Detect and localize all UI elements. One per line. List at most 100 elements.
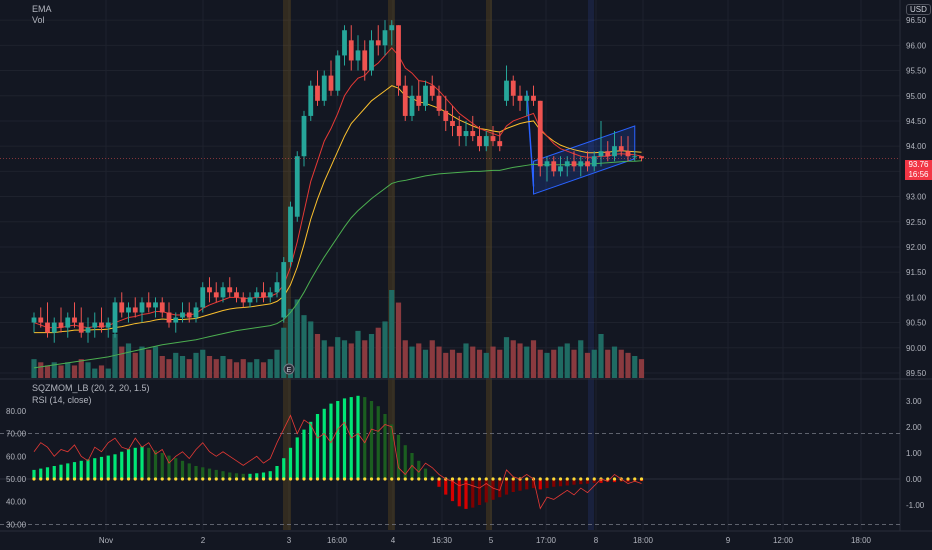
candle [105, 317, 111, 338]
squeeze-dot [39, 477, 43, 481]
rsi-legend[interactable]: RSI (14, close) [32, 395, 92, 405]
candle [227, 277, 233, 298]
momentum-bar [126, 449, 131, 479]
ema-legend[interactable]: EMA [32, 4, 52, 14]
squeeze-dot [255, 477, 259, 481]
momentum-bar [275, 466, 279, 479]
volume-bar [112, 334, 118, 378]
squeeze-dot [450, 477, 455, 481]
candle [85, 317, 91, 343]
momentum-bar [336, 401, 340, 479]
candle-body [186, 312, 192, 318]
currency-badge[interactable]: USD [906, 4, 931, 15]
volume-bar [38, 362, 44, 378]
momentum-bar [484, 479, 488, 503]
candle-body [504, 80, 509, 101]
candle-body [632, 156, 638, 158]
volume-bar [335, 337, 341, 378]
momentum-bar [369, 401, 374, 479]
momentum-bar [282, 458, 286, 479]
price-tick-label: 90.50 [906, 319, 927, 328]
candle-body [105, 322, 111, 328]
price-tick-label: 95.00 [906, 92, 927, 101]
price-tick-label: 92.50 [906, 218, 927, 227]
candle [315, 70, 320, 106]
candle [389, 20, 395, 46]
time-tick-label: 4 [391, 536, 396, 545]
price-tick-label: 94.50 [906, 117, 927, 126]
momentum-bar [444, 479, 448, 495]
volume-bar [436, 346, 442, 378]
squeeze-dot [410, 477, 414, 481]
candle [402, 75, 408, 121]
momentum-bar [93, 458, 97, 479]
candle [571, 151, 577, 172]
squeeze-dot [363, 477, 367, 481]
session-highlight [388, 0, 395, 530]
volume-bar [227, 359, 233, 378]
candle-body [207, 287, 212, 293]
candle [186, 302, 192, 323]
candle [625, 136, 631, 162]
price-tick-label: 89.50 [906, 369, 927, 378]
vol-legend[interactable]: Vol [32, 15, 45, 25]
rsi-tick-label: 70.00 [6, 430, 27, 439]
candle-body [477, 136, 482, 147]
squeeze-dot [464, 477, 468, 481]
candle-body [139, 302, 145, 313]
candle-body [92, 322, 98, 328]
candle [564, 156, 570, 177]
candle-body [85, 327, 91, 333]
squeeze-dot [234, 477, 239, 481]
candle [240, 292, 246, 308]
volume-bar [389, 290, 395, 378]
squeeze-dot [248, 477, 252, 481]
time-tick-label: Nov [99, 536, 113, 545]
squeeze-dot [268, 477, 272, 481]
momentum-bar [457, 479, 461, 507]
squeeze-dot [295, 477, 299, 481]
candle-body [510, 80, 516, 96]
momentum-bar [39, 468, 43, 479]
squeeze-dot [342, 477, 347, 481]
sqzmom-legend[interactable]: SQZMOM_LB (20, 2, 20, 1.5) [32, 383, 150, 393]
volume-bar [362, 340, 368, 378]
momentum-bar [207, 468, 212, 479]
candle-body [585, 161, 590, 167]
candle-body [605, 151, 611, 157]
candle-body [544, 161, 550, 167]
momentum-bar [106, 455, 110, 479]
volume-bar [152, 346, 159, 378]
candle [362, 40, 368, 81]
candle-body [490, 136, 496, 142]
earnings-marker-circle [283, 363, 295, 375]
rsi-tick-label: 40.00 [6, 498, 27, 507]
squeeze-dot [315, 477, 320, 481]
momentum-bar [423, 468, 428, 479]
squeeze-dot [383, 477, 387, 481]
candle-body [321, 75, 327, 101]
squeeze-dot [133, 477, 137, 481]
squeeze-dot [545, 477, 549, 481]
candle-body [315, 85, 320, 101]
momentum-bar [187, 463, 191, 479]
momentum-bar [417, 460, 421, 479]
volume-bar [31, 359, 37, 378]
momentum-bar [450, 479, 455, 502]
squeeze-dot [93, 477, 97, 481]
candle-body [456, 126, 462, 137]
volume-bar [308, 321, 314, 378]
candle-body [288, 206, 293, 263]
squeeze-dot [552, 477, 556, 481]
candle [58, 307, 64, 333]
volume-bar [584, 352, 591, 378]
squeeze-dot [612, 477, 617, 481]
squeeze-dot [187, 477, 191, 481]
volume-bar [193, 352, 199, 378]
time-tick-label: 3 [287, 536, 292, 545]
squeeze-dot [140, 477, 144, 481]
volume-bar [598, 334, 604, 378]
price-tick-label: 96.00 [906, 41, 927, 50]
volume-bar [551, 349, 557, 378]
